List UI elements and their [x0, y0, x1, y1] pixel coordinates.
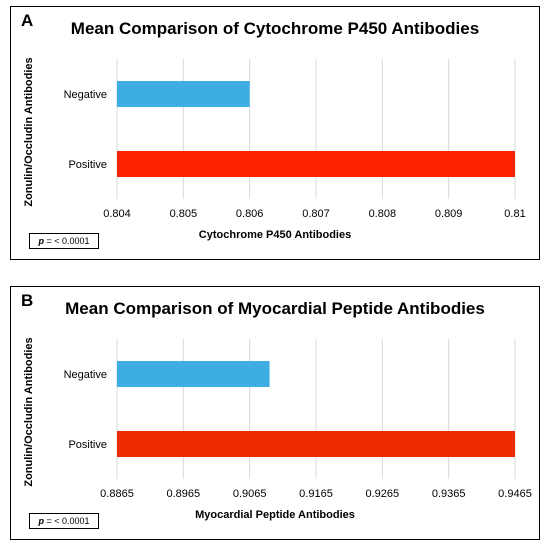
bar-positive [117, 151, 515, 177]
x-axis-label: Cytochrome P450 Antibodies [198, 229, 352, 241]
x-tick-label: 0.9065 [233, 488, 267, 500]
x-tick-label: 0.9265 [366, 488, 400, 500]
x-tick-label: 0.8965 [167, 488, 201, 500]
x-tick-label: 0.81 [504, 208, 525, 220]
p-value-var: p [38, 236, 44, 246]
category-label: Positive [68, 439, 107, 451]
x-tick-label: 0.9365 [432, 488, 466, 500]
bar-chart-plot: Negative Positive 0.8865 0.8965 0.9065 0.9165… [64, 339, 532, 500]
x-tick-label: 0.9465 [498, 488, 532, 500]
x-axis-label: Myocardial Peptide Antibodies [195, 509, 355, 521]
p-value-text: = < 0.0001 [43, 236, 90, 246]
category-label: Positive [68, 159, 107, 171]
category-label: Negative [64, 369, 107, 381]
category-label: Negative [64, 89, 107, 101]
panel-letter: A [21, 11, 34, 30]
x-tick-label: 0.8865 [100, 488, 134, 500]
bar-negative [117, 361, 270, 387]
panel-letter: B [21, 291, 34, 310]
chart-panel-b: B Mean Comparison of Myocardial Peptide … [10, 286, 540, 540]
x-tick-label: 0.9165 [299, 488, 333, 500]
x-tick-label: 0.805 [170, 208, 198, 220]
bar-chart-plot: Negative Positive 0.804 0.805 0.806 0.807 0.80… [64, 59, 526, 220]
bar-negative [117, 81, 250, 107]
chart-title: Mean Comparison of Myocardial Peptide An… [65, 299, 485, 318]
p-value-var: p [38, 516, 44, 526]
x-tick-label: 0.806 [236, 208, 264, 220]
x-tick-label: 0.809 [435, 208, 463, 220]
p-value-text: = < 0.0001 [43, 516, 90, 526]
x-tick-label: 0.808 [369, 208, 397, 220]
bar-positive [117, 431, 515, 457]
chart-title: Mean Comparison of Cytochrome P450 Antib… [70, 19, 480, 38]
x-tick-label: 0.807 [302, 208, 330, 220]
p-value-annotation: p = < 0.0001 [29, 513, 99, 529]
p-value-annotation: p = < 0.0001 [29, 233, 99, 249]
x-tick-label: 0.804 [103, 208, 131, 220]
chart-panel-a: A Mean Comparison of Cytochrome P450 Ant… [10, 6, 540, 260]
